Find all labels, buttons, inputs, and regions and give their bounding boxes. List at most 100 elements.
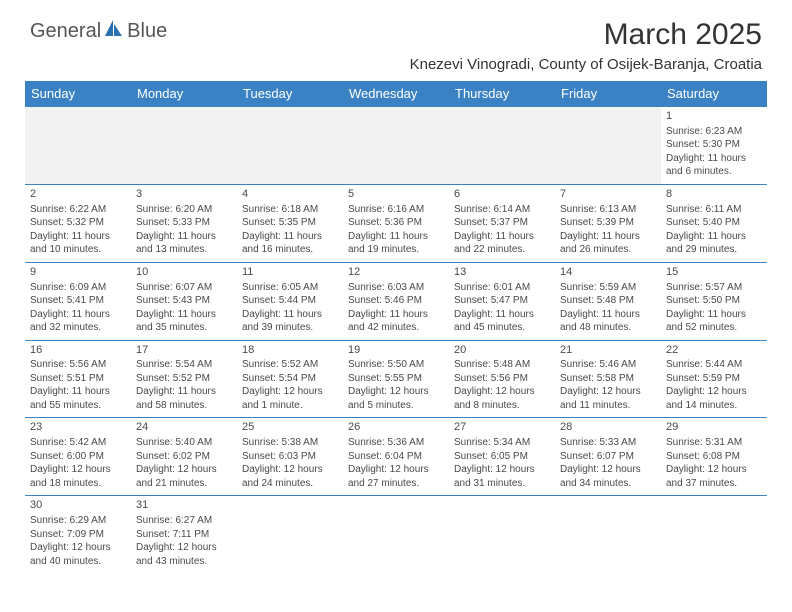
sunrise-text: Sunrise: 5:50 AM [348,358,444,372]
header: General Blue March 2025 [0,0,792,56]
sunrise-text: Sunrise: 6:09 AM [30,281,126,295]
calendar-week-row: 1Sunrise: 6:23 AMSunset: 5:30 PMDaylight… [25,107,767,185]
calendar-cell: 1Sunrise: 6:23 AMSunset: 5:30 PMDaylight… [661,107,767,185]
day-number: 21 [560,343,656,358]
day-number: 11 [242,265,338,280]
sunrise-text: Sunrise: 6:29 AM [30,514,126,528]
day-number: 22 [666,343,762,358]
sunrise-text: Sunrise: 6:23 AM [666,125,762,139]
daylight-text: Daylight: 12 hours and 27 minutes. [348,463,444,490]
day-number: 27 [454,420,550,435]
sunrise-text: Sunrise: 5:31 AM [666,436,762,450]
daylight-text: Daylight: 12 hours and 5 minutes. [348,385,444,412]
logo: General Blue [30,18,167,45]
day-number: 16 [30,343,126,358]
sunset-text: Sunset: 5:32 PM [30,216,126,230]
sunrise-text: Sunrise: 6:05 AM [242,281,338,295]
calendar-cell: 17Sunrise: 5:54 AMSunset: 5:52 PMDayligh… [131,340,237,418]
day-number: 8 [666,187,762,202]
daylight-text: Daylight: 12 hours and 18 minutes. [30,463,126,490]
calendar-cell: 6Sunrise: 6:14 AMSunset: 5:37 PMDaylight… [449,184,555,262]
calendar-cell [449,107,555,185]
daylight-text: Daylight: 12 hours and 11 minutes. [560,385,656,412]
day-number: 2 [30,187,126,202]
daylight-text: Daylight: 11 hours and 22 minutes. [454,230,550,257]
calendar-cell: 25Sunrise: 5:38 AMSunset: 6:03 PMDayligh… [237,418,343,496]
calendar-week-row: 2Sunrise: 6:22 AMSunset: 5:32 PM Daylight… [25,184,767,262]
sunset-text: Sunset: 5:39 PM [560,216,656,230]
day-number: 3 [136,187,232,202]
sunset-text: Sunset: 5:46 PM [348,294,444,308]
logo-text-general: General [30,20,101,43]
calendar-cell [237,107,343,185]
sunrise-text: Sunrise: 6:22 AM [30,203,126,217]
sunset-text: Sunset: 5:50 PM [666,294,762,308]
weekday-header: Tuesday [237,81,343,107]
sunrise-text: Sunrise: 6:11 AM [666,203,762,217]
weekday-header: Sunday [25,81,131,107]
sunset-text: Sunset: 5:58 PM [560,372,656,386]
daylight-text: Daylight: 11 hours and 52 minutes. [666,308,762,335]
sunrise-text: Sunrise: 5:54 AM [136,358,232,372]
sunrise-text: Sunrise: 5:57 AM [666,281,762,295]
calendar-cell [343,496,449,573]
calendar-cell [343,107,449,185]
calendar-cell: 9Sunrise: 6:09 AMSunset: 5:41 PMDaylight… [25,262,131,340]
daylight-text: Daylight: 12 hours and 14 minutes. [666,385,762,412]
calendar-cell: 16Sunrise: 5:56 AMSunset: 5:51 PMDayligh… [25,340,131,418]
calendar-cell: 15Sunrise: 5:57 AMSunset: 5:50 PMDayligh… [661,262,767,340]
calendar-cell: 30Sunrise: 6:29 AMSunset: 7:09 PMDayligh… [25,496,131,573]
day-number: 4 [242,187,338,202]
daylight-text: Daylight: 11 hours and 13 minutes. [136,230,232,257]
day-number: 31 [136,498,232,513]
weekday-header: Thursday [449,81,555,107]
sunrise-text: Sunrise: 6:03 AM [348,281,444,295]
sunset-text: Sunset: 6:05 PM [454,450,550,464]
calendar-cell: 22Sunrise: 5:44 AMSunset: 5:59 PMDayligh… [661,340,767,418]
day-number: 29 [666,420,762,435]
calendar-cell [237,496,343,573]
sunrise-text: Sunrise: 6:01 AM [454,281,550,295]
sunset-text: Sunset: 5:59 PM [666,372,762,386]
calendar-cell: 28Sunrise: 5:33 AMSunset: 6:07 PMDayligh… [555,418,661,496]
daylight-text: Daylight: 12 hours and 24 minutes. [242,463,338,490]
sunrise-text: Sunrise: 5:56 AM [30,358,126,372]
calendar-cell: 5Sunrise: 6:16 AMSunset: 5:36 PMDaylight… [343,184,449,262]
calendar-week-row: 16Sunrise: 5:56 AMSunset: 5:51 PMDayligh… [25,340,767,418]
sunset-text: Sunset: 5:35 PM [242,216,338,230]
daylight-text: Daylight: 12 hours and 1 minute. [242,385,338,412]
sunrise-text: Sunrise: 5:42 AM [30,436,126,450]
sunrise-text: Sunrise: 5:44 AM [666,358,762,372]
calendar-cell: 26Sunrise: 5:36 AMSunset: 6:04 PMDayligh… [343,418,449,496]
calendar-cell: 13Sunrise: 6:01 AMSunset: 5:47 PMDayligh… [449,262,555,340]
calendar-cell: 18Sunrise: 5:52 AMSunset: 5:54 PMDayligh… [237,340,343,418]
logo-text-blue: Blue [127,20,167,43]
calendar-cell: 19Sunrise: 5:50 AMSunset: 5:55 PMDayligh… [343,340,449,418]
daylight-text: Daylight: 12 hours and 31 minutes. [454,463,550,490]
calendar-cell: 31Sunrise: 6:27 AMSunset: 7:11 PMDayligh… [131,496,237,573]
sunrise-text: Sunrise: 5:48 AM [454,358,550,372]
day-number: 28 [560,420,656,435]
day-number: 19 [348,343,444,358]
sunrise-text: Sunrise: 5:33 AM [560,436,656,450]
calendar-cell: 7Sunrise: 6:13 AMSunset: 5:39 PMDaylight… [555,184,661,262]
calendar-cell: 27Sunrise: 5:34 AMSunset: 6:05 PMDayligh… [449,418,555,496]
day-number: 15 [666,265,762,280]
daylight-text: Daylight: 11 hours and 26 minutes. [560,230,656,257]
calendar-cell: 4Sunrise: 6:18 AMSunset: 5:35 PMDaylight… [237,184,343,262]
calendar-cell [131,107,237,185]
sunset-text: Sunset: 5:40 PM [666,216,762,230]
calendar-cell: 24Sunrise: 5:40 AMSunset: 6:02 PMDayligh… [131,418,237,496]
calendar-cell [555,107,661,185]
day-number: 1 [666,109,762,124]
sunset-text: Sunset: 5:55 PM [348,372,444,386]
sunset-text: Sunset: 6:08 PM [666,450,762,464]
sunset-text: Sunset: 6:03 PM [242,450,338,464]
sunset-text: Sunset: 5:36 PM [348,216,444,230]
page-subtitle: Knezevi Vinogradi, County of Osijek-Bara… [0,56,792,81]
day-number: 18 [242,343,338,358]
daylight-text: Daylight: 11 hours and 45 minutes. [454,308,550,335]
calendar-cell: 21Sunrise: 5:46 AMSunset: 5:58 PMDayligh… [555,340,661,418]
calendar-week-row: 23Sunrise: 5:42 AMSunset: 6:00 PMDayligh… [25,418,767,496]
daylight-text: Daylight: 12 hours and 8 minutes. [454,385,550,412]
